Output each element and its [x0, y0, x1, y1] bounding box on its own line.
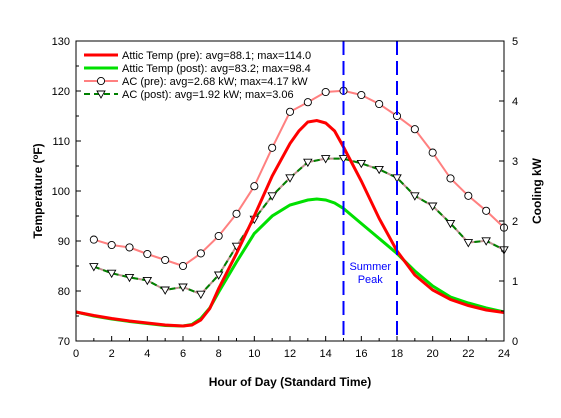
y-left-tick-label: 120 [52, 86, 70, 98]
x-tick-label: 16 [355, 348, 367, 360]
x-tick-label: 14 [320, 348, 332, 360]
ac-post-point [124, 273, 135, 283]
ac-pre-point [107, 240, 116, 250]
ac-pre-point [446, 174, 455, 183]
ac-post-point [89, 263, 99, 272]
ac-pre-point [410, 125, 419, 134]
x-tick-label: 20 [427, 348, 439, 360]
ac-pre-point [196, 249, 205, 258]
legend-marker-ac-post [96, 90, 106, 99]
ac-pre-point [214, 231, 223, 241]
y-left-tick-label: 110 [52, 136, 70, 148]
ac-pre-point [125, 243, 134, 252]
ac-post-point [356, 159, 367, 169]
legend: Attic Temp (pre): avg=88.1; max=114.0Att… [84, 50, 311, 101]
ac-post-point [427, 202, 438, 211]
x-tick-label: 24 [498, 348, 510, 360]
ac-post-point [160, 286, 170, 295]
x-tick-label: 2 [109, 348, 115, 360]
ac-post-point [338, 155, 349, 164]
ac-post-point [463, 239, 474, 248]
y-axis-title-right: Cooling kW [530, 157, 544, 224]
ac-pre-point [428, 148, 437, 157]
x-tick-label: 10 [248, 348, 260, 360]
ac-pre-point [375, 99, 384, 109]
y-axis-title-left-sup: o [31, 155, 40, 160]
ac-post-point [178, 283, 188, 292]
legend-marker-ac-pre [96, 76, 106, 86]
y-right-tick-label: 3 [512, 156, 518, 168]
ac-pre-point [232, 209, 241, 218]
x-tick-label: 18 [391, 348, 403, 360]
ac-post-point [445, 219, 456, 229]
y-right-tick-label: 2 [512, 216, 518, 228]
ac-post-point [106, 269, 117, 279]
ac-post-point [410, 192, 420, 201]
ac-pre-point [268, 143, 277, 152]
ac-pre-point [285, 107, 295, 116]
legend-label-attic_pre: Attic Temp (pre): avg=88.1; max=114.0 [122, 50, 311, 62]
ac-post-point [481, 237, 491, 246]
y-left-tick-label: 80 [58, 286, 70, 298]
ac-post-point [320, 155, 331, 164]
y-left-tick-label: 90 [58, 236, 70, 248]
legend-label-ac_post: AC (post): avg=1.92 kW; max=3.06 [122, 89, 294, 101]
y-right-tick-label: 4 [512, 96, 518, 108]
x-tick-label: 6 [180, 348, 186, 360]
ac-post-point [285, 174, 295, 183]
y-left-tick-label: 100 [52, 186, 70, 198]
legend-label-ac_pre: AC (pre): avg=2.68 kW; max=4.17 kW [122, 76, 308, 88]
ac-post-point [142, 276, 153, 286]
x-tick-label: 4 [144, 348, 150, 360]
y-right-tick-label: 1 [512, 276, 518, 288]
ac-post-point [374, 165, 384, 175]
x-tick-label: 8 [216, 348, 222, 360]
y-axis-title-left-post: F) [31, 143, 45, 154]
axis-layer: 0 2 4 6 8 10 12 14 16 18 20 22 247080901001101201300… [52, 36, 518, 360]
ac-pre-point [250, 182, 259, 191]
summer-peak-label-line1: Summer [349, 261, 391, 273]
ac-post-point [303, 158, 313, 168]
y-axis-title-left: Temperature (oF) [31, 143, 46, 238]
ac-pre-point [161, 255, 170, 265]
legend-label-attic_post: Attic Temp (post): avg=83.2; max=98.4 [122, 63, 311, 75]
y-left-tick-label: 70 [58, 336, 70, 348]
x-tick-label: 22 [462, 348, 474, 360]
ac-post-point [213, 271, 224, 280]
x-tick-label: 0 [73, 348, 79, 360]
ac-pre-point [303, 98, 312, 107]
ac-pre-point [482, 206, 491, 215]
y-left-tick-label: 130 [52, 36, 70, 48]
y-right-tick-label: 0 [512, 336, 518, 348]
ac-pre-point [143, 249, 152, 259]
ac-pre-point [464, 191, 473, 200]
x-axis-title: Hour of Day (Standard Time) [209, 375, 371, 389]
ac-pre-point [89, 235, 98, 244]
attic-pre-line [75, 118, 505, 328]
summer-peak-label-line2: Peak [358, 274, 384, 286]
ac-post-point [267, 192, 277, 201]
y-axis-title-left-pre: Temperature ( [31, 160, 45, 239]
ac-pre-point [178, 261, 188, 271]
y-right-tick-label: 5 [512, 36, 518, 48]
x-tick-label: 12 [284, 348, 296, 360]
ac-pre-point [357, 90, 366, 100]
ac-pre-point [321, 87, 330, 97]
ac-post-point [196, 290, 206, 300]
